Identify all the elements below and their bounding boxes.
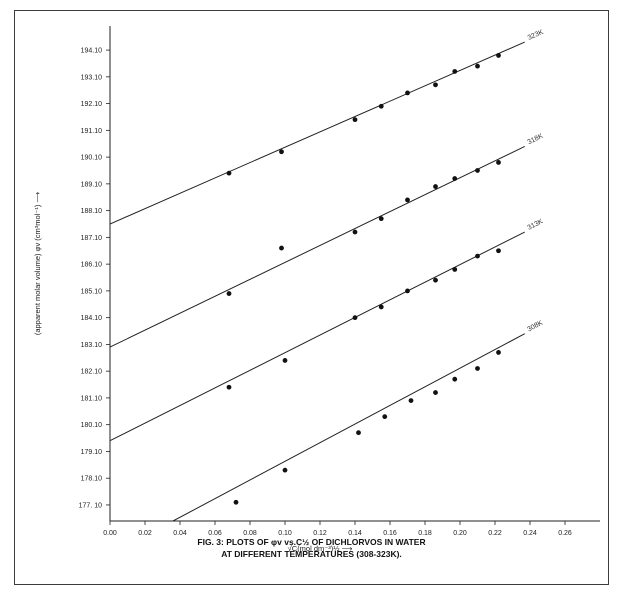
data-point-323k	[433, 82, 438, 88]
y-tick-label: 182.10	[81, 369, 103, 376]
data-point-323k	[475, 63, 480, 69]
data-point-308k	[475, 366, 480, 371]
data-point-318k	[226, 291, 232, 296]
x-tick-label: 0.26	[558, 530, 572, 537]
y-tick-label: 192.10	[81, 101, 103, 108]
y-tick-label: 178.10	[81, 476, 103, 483]
data-point-313k	[352, 315, 358, 321]
x-tick-label: 0.10	[278, 530, 292, 537]
y-tick-label: 187.10	[81, 235, 103, 242]
x-tick-label: 0.08	[243, 530, 257, 537]
data-point-313k	[496, 248, 501, 254]
data-point-323k	[352, 117, 358, 123]
y-tick-label: 188.10	[81, 208, 103, 215]
data-point-313k	[433, 277, 438, 283]
y-tick-label: 186.10	[81, 262, 103, 269]
data-point-318k	[452, 176, 458, 181]
y-tick-label: 179.10	[81, 449, 103, 456]
fit-line-323k	[110, 41, 525, 225]
data-point-323k	[452, 69, 458, 74]
data-point-323k	[226, 170, 232, 176]
y-axis-label: (apparent molar volume) φv (cm³mol⁻¹) ⟶	[33, 191, 42, 336]
y-tick-label: 183.10	[81, 342, 103, 349]
x-tick-label: 0.06	[208, 530, 222, 537]
x-tick-label: 0.22	[488, 530, 502, 537]
x-tick-label: 0.18	[418, 530, 432, 537]
x-tick-label: 0.24	[523, 530, 537, 537]
data-point-313k	[452, 267, 458, 272]
x-tick-label: 0.02	[138, 530, 152, 537]
y-tick-label: 177. 10	[79, 502, 102, 509]
series-label-313k: 313K	[527, 218, 545, 232]
data-point-318k	[433, 184, 438, 189]
data-point-323k	[496, 53, 501, 58]
data-point-318k	[279, 245, 284, 251]
data-point-318k	[352, 229, 358, 235]
data-point-308k	[233, 499, 239, 505]
x-tick-label: 0.16	[383, 530, 397, 537]
data-point-323k	[378, 103, 384, 109]
figure-caption-line-2: AT DIFFERENT TEMPERATURES (308-323K).	[221, 549, 402, 559]
fit-line-318k	[110, 145, 525, 348]
data-point-308k	[282, 467, 288, 473]
data-point-318k	[475, 168, 480, 173]
data-point-313k	[378, 304, 384, 310]
x-tick-label: 0.12	[313, 530, 327, 537]
data-point-308k	[452, 376, 458, 382]
data-point-308k	[408, 398, 414, 403]
y-tick-label: 185.10	[81, 288, 103, 295]
y-tick-label: 181.10	[81, 395, 103, 402]
x-tick-label: 0.00	[103, 530, 117, 537]
y-tick-label: 180.10	[81, 422, 103, 429]
data-point-308k	[433, 390, 438, 395]
data-point-323k	[405, 90, 410, 96]
x-tick-label: 0.04	[173, 530, 187, 537]
x-tick-label: 0.14	[348, 530, 362, 537]
data-point-323k	[279, 149, 284, 155]
y-tick-label: 189.10	[81, 181, 103, 188]
series-label-318k: 318K	[527, 133, 545, 147]
y-tick-label: 194.10	[81, 48, 103, 55]
fit-line-308k	[172, 333, 525, 521]
data-point-313k	[405, 288, 410, 294]
data-point-308k	[356, 430, 361, 436]
figure-caption-line-1: FIG. 3: PLOTS OF φv vs.C½ OF DICHLORVOS …	[197, 537, 426, 547]
y-tick-label: 184.10	[81, 315, 103, 322]
figure-frame	[14, 10, 609, 585]
y-tick-label: 193.10	[81, 74, 103, 81]
data-point-313k	[475, 253, 480, 259]
x-axis-label: √C(mol dm⁻³)½ ⟶	[288, 544, 354, 553]
y-tick-label: 191.10	[81, 128, 103, 135]
data-point-318k	[405, 197, 410, 203]
x-tick-label: 0.20	[453, 530, 467, 537]
data-point-313k	[226, 384, 232, 390]
data-point-308k	[496, 350, 501, 355]
y-tick-label: 190.10	[81, 155, 103, 162]
data-point-313k	[282, 358, 288, 363]
series-label-323k: 323K	[527, 29, 545, 42]
fit-line-313k	[110, 231, 525, 442]
data-point-318k	[378, 216, 384, 222]
series-label-308k: 308K	[526, 319, 544, 333]
data-point-308k	[382, 414, 388, 420]
data-point-318k	[496, 160, 501, 165]
